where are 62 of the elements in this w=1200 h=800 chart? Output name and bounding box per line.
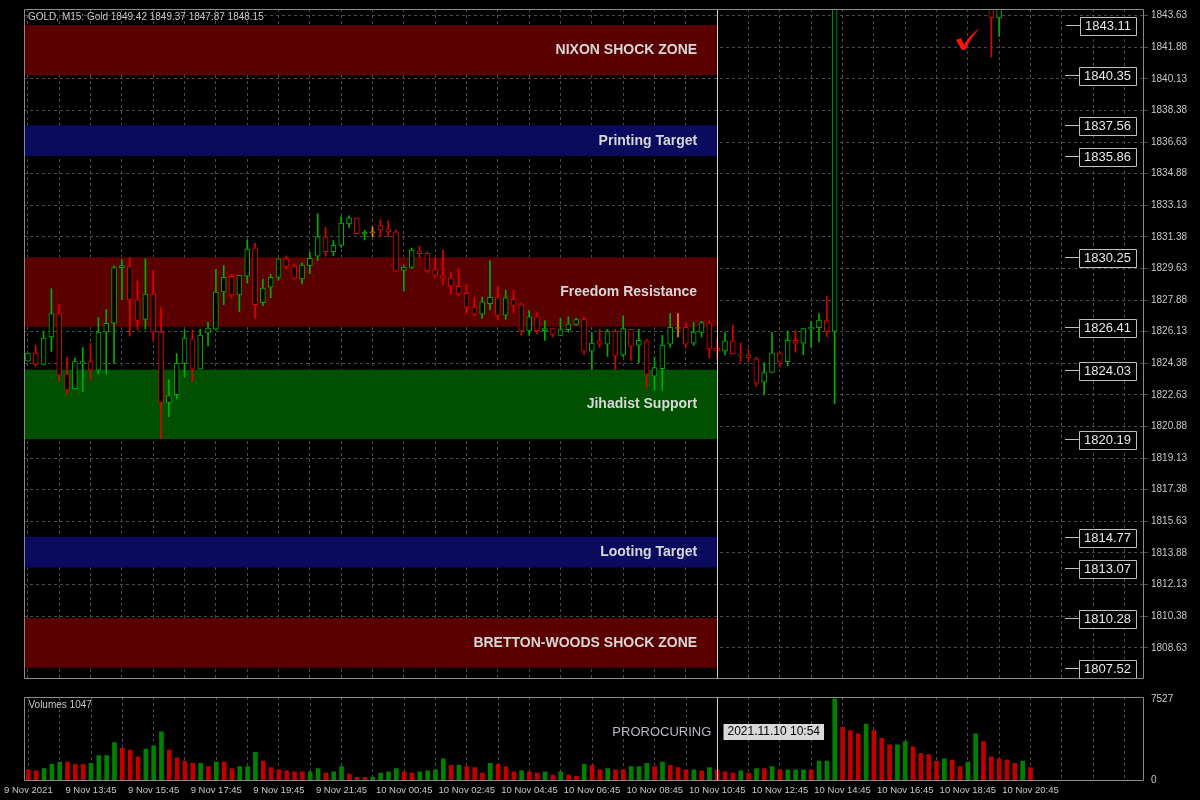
y-tick-label: 1813.88 <box>1151 546 1188 558</box>
x-tick-label: 10 Nov 20:45 <box>1002 783 1059 795</box>
ref-line-label: 1820.19 <box>1084 432 1131 448</box>
x-tick-label: 9 Nov 15:45 <box>128 783 180 795</box>
y-tick-label: 1838.38 <box>1151 104 1188 116</box>
ref-line-label: 1837.56 <box>1084 118 1131 134</box>
y-tick-label: 1841.88 <box>1151 41 1188 53</box>
y-tick-label: 1831.38 <box>1151 230 1188 242</box>
band-label: Printing Target <box>598 131 698 148</box>
band-label: Jihadist Support <box>586 395 698 412</box>
y-tick-label: 1836.63 <box>1151 135 1188 147</box>
x-tick-label: 10 Nov 14:45 <box>814 783 871 795</box>
x-tick-label: 10 Nov 04:45 <box>501 783 558 795</box>
x-tick-label: 10 Nov 18:45 <box>939 783 997 795</box>
band-label: NIXON SHOCK ZONE <box>555 40 698 57</box>
y-tick-label: 0 <box>1151 774 1157 786</box>
x-tick-label: 10 Nov 12:45 <box>751 783 809 795</box>
y-tick-label: 1808.63 <box>1151 641 1188 653</box>
x-tick-label: 10 Nov 00:45 <box>375 783 433 795</box>
ref-line-label: 1814.77 <box>1084 530 1131 546</box>
band-label: Freedom Resistance <box>560 282 698 299</box>
y-tick-label: 1827.88 <box>1151 293 1188 305</box>
ref-line-label: 1830.25 <box>1084 250 1131 266</box>
x-tick-label: 10 Nov 06:45 <box>563 783 621 795</box>
chart-title: GOLD, M15: Gold 1849.42 1849.37 1847.87 1848.15 <box>28 10 265 22</box>
x-tick-label: 10 Nov 02:45 <box>438 783 496 795</box>
y-tick-label: 1819.13 <box>1151 451 1188 463</box>
y-tick-label: 1812.13 <box>1151 578 1188 590</box>
band-label: BRETTON-WOODS SHOCK ZONE <box>473 633 698 650</box>
y-tick-label: 1824.38 <box>1151 357 1188 369</box>
x-tick-label: 9 Nov 17:45 <box>190 783 242 795</box>
band-label: Looting Target <box>600 543 698 560</box>
ref-line-label: 1840.35 <box>1084 68 1131 84</box>
y-tick-label: 1817.38 <box>1151 483 1188 495</box>
y-tick-label: 1815.63 <box>1151 515 1188 527</box>
chart-title: Volumes 1047 <box>28 698 93 710</box>
ref-line-label: 1835.86 <box>1084 149 1131 165</box>
x-tick-label: 10 Nov 16:45 <box>876 783 934 795</box>
y-tick-label: 1840.13 <box>1151 72 1188 84</box>
ref-line-label: 1826.41 <box>1084 320 1131 336</box>
y-tick-label: 1829.63 <box>1151 262 1188 274</box>
y-tick-label: 1843.63 <box>1151 9 1188 21</box>
y-tick-label: 1833.13 <box>1151 199 1188 211</box>
ref-line-label: 1807.52 <box>1084 661 1131 677</box>
ref-line-label: 1813.07 <box>1084 561 1131 577</box>
x-tick-label: 9 Nov 13:45 <box>65 783 117 795</box>
ref-line-label: 1843.11 <box>1085 18 1132 34</box>
y-tick-label: 7527 <box>1151 692 1174 704</box>
x-tick-label: 9 Nov 2021 <box>4 783 53 795</box>
y-tick-label: 1826.13 <box>1151 325 1188 337</box>
ref-line-label: 2021.11.10 10:54 <box>727 724 821 739</box>
x-tick-label: 9 Nov 19:45 <box>253 783 305 795</box>
x-tick-label: 10 Nov 08:45 <box>626 783 683 795</box>
x-tick-label: 9 Nov 21:45 <box>315 783 368 795</box>
annotation: PROROCURING <box>612 723 712 739</box>
y-tick-label: 1834.88 <box>1151 167 1188 179</box>
ref-line-label: 1810.28 <box>1084 611 1131 627</box>
ref-line-label: 1824.03 <box>1084 363 1131 379</box>
y-tick-label: 1810.38 <box>1151 609 1188 621</box>
x-tick-label: 10 Nov 10:45 <box>689 783 746 795</box>
y-tick-label: 1820.88 <box>1151 420 1188 432</box>
y-tick-label: 1822.63 <box>1151 388 1188 400</box>
